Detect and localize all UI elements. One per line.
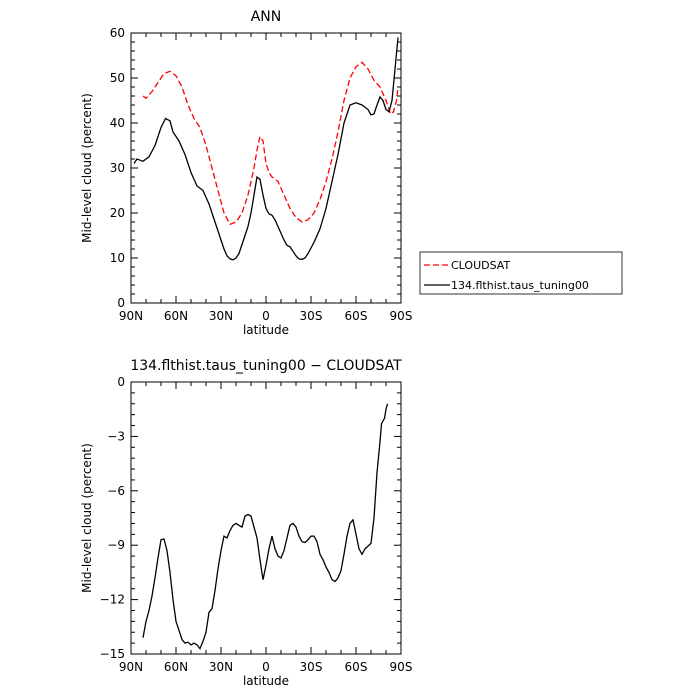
x-tick-label: 90N xyxy=(119,309,143,323)
x-tick-label: 90N xyxy=(119,660,143,674)
y-tick-label: 30 xyxy=(110,161,125,175)
y-tick-label: 50 xyxy=(110,71,125,85)
x-axis-label: latitude xyxy=(243,323,289,337)
y-tick-label: 60 xyxy=(110,26,125,40)
y-tick-label: 10 xyxy=(110,251,125,265)
x-tick-label: 60N xyxy=(164,660,188,674)
legend-label-0: CLOUDSAT xyxy=(451,259,510,272)
chart-title: ANN xyxy=(251,9,282,25)
series-line-0 xyxy=(142,61,399,226)
chart-title: 134.flthist.taus_tuning00 − CLOUDSAT xyxy=(130,358,402,374)
y-tick-label: 20 xyxy=(110,206,125,220)
x-tick-label: 90S xyxy=(390,309,413,323)
y-tick-label: −15 xyxy=(100,647,125,661)
x-tick-label: 0 xyxy=(262,309,270,323)
series-line-0 xyxy=(142,403,389,650)
plot-frame xyxy=(130,381,402,655)
legend-label-1: 134.flthist.taus_tuning00 xyxy=(451,279,589,292)
y-tick-label: 0 xyxy=(117,296,125,310)
y-tick-label: −6 xyxy=(107,484,125,498)
y-tick-label: −9 xyxy=(107,538,125,552)
y-tick-label: 0 xyxy=(117,375,125,389)
x-tick-label: 90S xyxy=(390,660,413,674)
x-tick-label: 30N xyxy=(209,660,233,674)
series-line-1 xyxy=(133,37,399,261)
top-panel: ANN 90N 60N 30N 0 30S 60S 90S 0 10 20 30 40 50 60 latit… xyxy=(80,9,623,337)
y-axis-label: Mid-level cloud (percent) xyxy=(80,93,94,243)
x-tick-label: 30N xyxy=(209,309,233,323)
x-tick-label: 30S xyxy=(300,660,323,674)
y-tick-label: −12 xyxy=(100,593,125,607)
y-axis-label: Mid-level cloud (percent) xyxy=(80,443,94,593)
x-tick-label: 60N xyxy=(164,309,188,323)
legend-box xyxy=(419,251,623,295)
y-tick-label: 40 xyxy=(110,116,125,130)
x-axis-label: latitude xyxy=(243,674,289,688)
x-tick-label: 60S xyxy=(345,660,368,674)
x-tick-label: 60S xyxy=(345,309,368,323)
plot-frame xyxy=(130,32,402,304)
y-tick-label: −3 xyxy=(107,429,125,443)
x-tick-label: 30S xyxy=(300,309,323,323)
x-tick-label: 0 xyxy=(262,660,270,674)
bottom-panel: 134.flthist.taus_tuning00 − CLOUDSAT 90N 6… xyxy=(80,358,412,688)
